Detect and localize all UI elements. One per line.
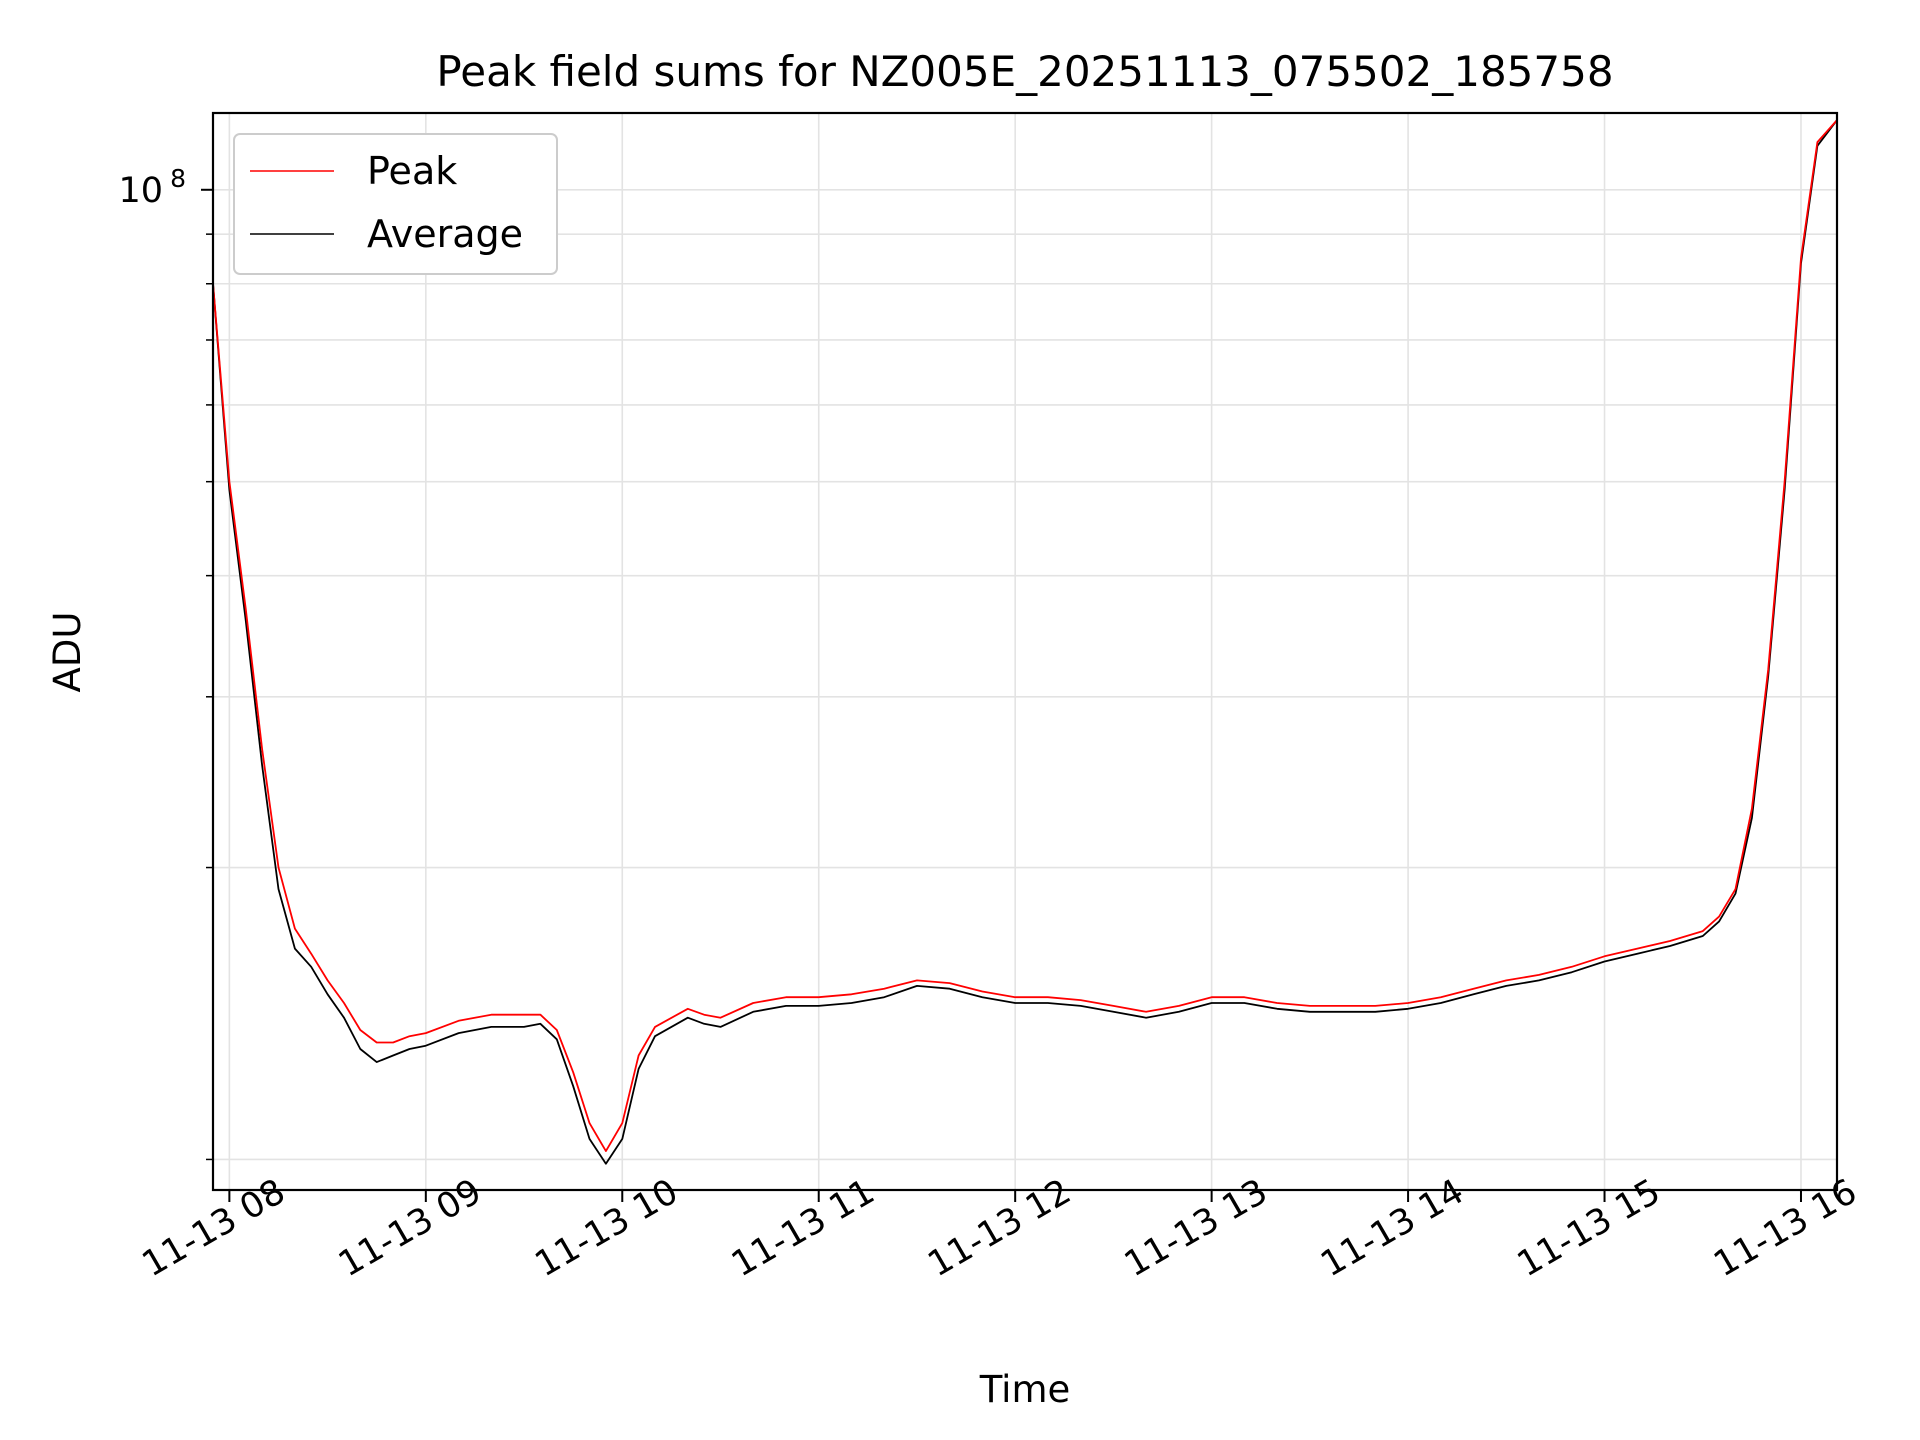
y-axis: 10 8 (118, 164, 213, 1161)
legend-label-peak: Peak (367, 149, 457, 193)
gridlines (213, 113, 1837, 1190)
series-layer (212, 119, 1838, 1165)
series-line-peak (212, 119, 1838, 1152)
plot-frame (211, 111, 1839, 1192)
y-tick-label-exponent: 8 (170, 164, 186, 193)
legend-label-average: Average (367, 212, 523, 256)
y-axis-label: ADU (46, 612, 89, 693)
legend-box (233, 133, 558, 275)
legend: Peak Average (233, 133, 558, 275)
chart-title: Peak field sums for NZ005E_20251113_0755… (436, 47, 1613, 96)
y-tick-label: 10 (118, 171, 163, 211)
series-line-average (212, 119, 1838, 1165)
x-axis-label: Time (979, 1368, 1071, 1411)
y-tick-label-base: 10 (118, 171, 163, 211)
